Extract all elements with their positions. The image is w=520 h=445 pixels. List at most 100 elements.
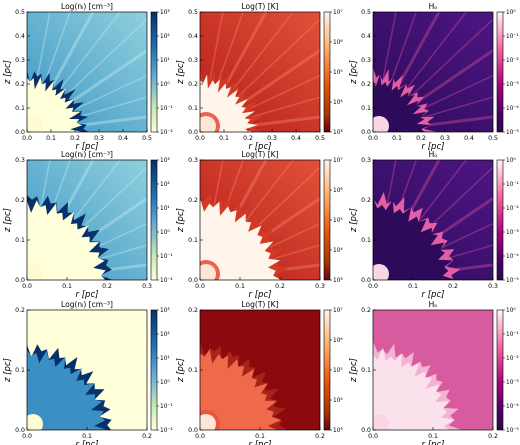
x-tick-label: 0.4 xyxy=(118,135,128,142)
y-tick-label: 0.0 xyxy=(361,427,371,434)
y-axis-label: z [pc] xyxy=(349,358,359,383)
y-axis-label: z [pc] xyxy=(176,60,186,85)
colorbar-tick-label: 10⁵ xyxy=(333,69,343,76)
y-tick-label: 0.1 xyxy=(15,105,25,112)
x-axis-label: r [pc] xyxy=(422,142,445,152)
x-tick-label: 0.2 xyxy=(448,283,458,290)
y-tick-label: 0.3 xyxy=(361,157,371,164)
y-tick-label: 0.2 xyxy=(188,197,198,204)
x-tick-label: 0.0 xyxy=(22,135,32,142)
colorbar-tick-label: 10⁶ xyxy=(333,337,343,344)
y-axis-label: z [pc] xyxy=(176,208,186,233)
y-tick-label: 0.3 xyxy=(188,157,198,164)
y-tick-label: 0.4 xyxy=(15,33,25,40)
inner-core xyxy=(373,414,389,430)
colorbar-tick-label: 10² xyxy=(160,33,170,40)
y-tick-label: 0.2 xyxy=(15,307,25,314)
colorbar-tick-label: 10² xyxy=(160,331,170,338)
colorbar-tick-label: 10⁻² xyxy=(160,129,173,136)
colorbar-tick-label: 10¹ xyxy=(160,205,170,212)
y-tick-label: 0.1 xyxy=(188,367,198,374)
y-tick-label: 0.2 xyxy=(188,81,198,88)
colorbar-tick-label: 10⁵ xyxy=(333,217,343,224)
y-tick-label: 0.0 xyxy=(361,277,371,284)
inner-core xyxy=(27,414,43,430)
inner-core xyxy=(200,116,216,132)
colorbar-tick-label: 10⁻¹ xyxy=(160,403,173,410)
x-tick-label: 0.3 xyxy=(488,283,498,290)
y-tick-label: 0.1 xyxy=(188,105,198,112)
x-tick-label: 0.2 xyxy=(102,283,112,290)
colorbar xyxy=(323,159,331,281)
y-tick-label: 0.0 xyxy=(188,427,198,434)
colorbar-tick-label: 10⁷ xyxy=(333,9,343,16)
panel-title: Hₒ xyxy=(429,2,438,11)
x-axis-label: r [pc] xyxy=(76,142,99,152)
y-tick-label: 0.4 xyxy=(188,33,198,40)
y-tick-label: 0.0 xyxy=(15,427,25,434)
y-tick-label: 0.0 xyxy=(188,277,198,284)
x-axis-label: r [pc] xyxy=(249,440,272,445)
hot-bubble xyxy=(200,197,282,280)
colorbar-tick-label: 10⁻⁵ xyxy=(506,129,519,136)
panel-title: Hₒ xyxy=(429,300,438,309)
x-tick-label: 0.1 xyxy=(82,433,92,440)
colorbar-tick-label: 10⁻³ xyxy=(506,379,519,386)
y-tick-label: 0.1 xyxy=(361,105,371,112)
x-tick-label: 0.0 xyxy=(22,283,32,290)
panel-2-0: Log(nₗ) [cm⁻³] 0.0 0.1 0.2 0.0 0.1 0.2 r [pc] z … xyxy=(3,300,173,445)
y-tick-label: 0.2 xyxy=(15,197,25,204)
colorbar-tick-label: 10⁴ xyxy=(333,99,343,106)
colorbar-tick-label: 10⁶ xyxy=(333,39,343,46)
inner-core xyxy=(27,264,43,280)
panel-title: Log(T) [K] xyxy=(242,300,279,309)
x-tick-label: 0.4 xyxy=(291,135,301,142)
colorbar-tick-label: 10⁴ xyxy=(333,247,343,254)
y-tick-label: 0.2 xyxy=(188,307,198,314)
x-axis-label: r [pc] xyxy=(76,290,99,300)
colorbar xyxy=(323,11,331,133)
inner-core xyxy=(200,264,216,280)
y-tick-label: 0.0 xyxy=(188,129,198,136)
colorbar-tick-label: 10⁰ xyxy=(160,229,170,236)
y-tick-label: 0.1 xyxy=(361,367,371,374)
y-axis-label: z [pc] xyxy=(3,60,13,85)
y-tick-label: 0.1 xyxy=(361,237,371,244)
x-tick-label: 0.3 xyxy=(94,135,104,142)
x-tick-label: 0.4 xyxy=(464,135,474,142)
colorbar-tick-label: 10⁰ xyxy=(160,81,170,88)
colorbar-tick-label: 10¹ xyxy=(160,57,170,64)
panel-0-2: Hₒ 0.0 0.1 0.2 0.3 0.4 0.5 0.0 0.1 0.2 0.3 0.4 0.5 r … xyxy=(349,2,519,152)
x-tick-label: 0.2 xyxy=(243,135,253,142)
panel-title: Hₒ xyxy=(429,150,438,159)
colorbar xyxy=(323,309,331,431)
colorbar-tick-label: 10⁰ xyxy=(506,9,516,16)
y-tick-label: 0.1 xyxy=(15,367,25,374)
y-axis-label: z [pc] xyxy=(3,358,13,383)
colorbar-tick-label: 10⁻⁵ xyxy=(506,427,519,434)
y-tick-label: 0.3 xyxy=(361,57,371,64)
y-tick-label: 0.1 xyxy=(15,237,25,244)
colorbar-tick-label: 10⁻³ xyxy=(506,229,519,236)
x-tick-label: 0.2 xyxy=(275,283,285,290)
x-tick-label: 0.0 xyxy=(368,283,378,290)
y-tick-label: 0.2 xyxy=(361,197,371,204)
colorbar-tick-label: 10⁻² xyxy=(506,57,519,64)
x-tick-label: 0.0 xyxy=(368,135,378,142)
y-tick-label: 0.5 xyxy=(188,9,198,16)
x-tick-label: 0.2 xyxy=(70,135,80,142)
y-axis-label: z [pc] xyxy=(176,358,186,383)
colorbar-tick-label: 10⁻³ xyxy=(506,81,519,88)
x-tick-label: 0.1 xyxy=(235,283,245,290)
colorbar xyxy=(150,159,158,281)
inner-core xyxy=(27,116,43,132)
colorbar-tick-label: 10³ xyxy=(160,9,170,16)
x-tick-label: 0.1 xyxy=(255,433,265,440)
colorbar-tick-label: 10⁻¹ xyxy=(506,331,519,338)
panel-0-1: Log(T) [K] 0.0 0.1 0.2 0.3 0.4 0.5 0.0 0.1 0.2 0.3… xyxy=(176,2,343,152)
colorbar xyxy=(150,11,158,133)
inner-core xyxy=(373,116,389,132)
colorbar-tick-label: 10³ xyxy=(333,129,343,136)
colorbar-tick-label: 10⁻⁴ xyxy=(506,105,519,112)
